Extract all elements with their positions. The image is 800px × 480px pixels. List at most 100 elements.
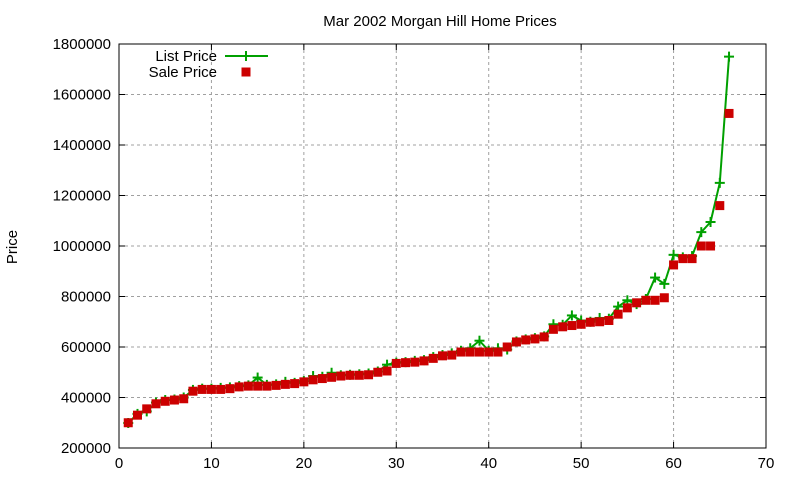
sale-price-point <box>493 347 503 357</box>
y-tick-label: 600000 <box>61 339 111 356</box>
list-price-point <box>650 272 661 283</box>
plot-frame <box>118 43 767 449</box>
sale-price-point <box>354 370 364 380</box>
sale-price-point <box>669 260 679 270</box>
sale-price-point <box>632 298 642 308</box>
list-price-line <box>127 56 731 424</box>
y-axis-label: Price <box>4 230 21 264</box>
sale-price-point <box>391 358 401 368</box>
sale-price-point <box>336 371 346 381</box>
sale-price-point <box>419 356 429 366</box>
sale-price-point <box>724 108 734 118</box>
sale-price-point <box>253 381 263 391</box>
sale-price-point <box>613 309 623 319</box>
sale-price-point <box>706 241 716 251</box>
list-price-point <box>705 217 716 228</box>
y-tick-label: 1800000 <box>53 36 111 53</box>
sale-price-point <box>225 384 235 394</box>
sale-price-point <box>308 375 318 385</box>
sale-price-point <box>438 351 447 361</box>
legend-label-list-price: List Price <box>155 48 217 65</box>
list-price-point <box>474 335 485 346</box>
sale-price-point <box>206 384 216 394</box>
x-tick-label: 60 <box>665 455 682 472</box>
sale-price-point <box>558 322 568 332</box>
list-price-point <box>566 310 577 321</box>
legend-marker-sale-price <box>241 67 251 77</box>
sale-price-point <box>659 293 669 303</box>
list-price-point <box>714 177 725 188</box>
sale-price-point <box>585 317 595 327</box>
x-tick-label: 50 <box>573 455 590 472</box>
sale-price-point <box>123 418 133 428</box>
y-tick-label: 400000 <box>61 390 111 407</box>
sale-price-point <box>188 386 198 396</box>
sale-price-point <box>299 377 309 387</box>
sale-price-point <box>641 295 651 305</box>
sale-price-point <box>142 404 152 414</box>
x-tick-label: 10 <box>203 455 220 472</box>
y-tick-label: 200000 <box>61 440 111 457</box>
y-tick-label: 1400000 <box>53 137 111 154</box>
sale-price-point <box>539 332 549 342</box>
sale-price-point <box>687 254 697 264</box>
legend-label-sale-price: Sale Price <box>149 64 217 81</box>
legend-marker-list-price <box>241 51 251 61</box>
sale-price-point <box>650 295 660 305</box>
list-price-point <box>696 227 707 238</box>
sale-price-point <box>373 367 383 377</box>
sale-price-point <box>179 394 189 404</box>
sale-price-point <box>548 324 558 334</box>
list-price-point <box>252 372 263 383</box>
sale-price-point <box>160 396 170 406</box>
sale-price-point <box>456 347 466 357</box>
sale-price-point <box>502 342 512 352</box>
list-price-point <box>668 249 679 260</box>
sale-price-point <box>567 321 577 331</box>
sale-price-point <box>132 410 142 420</box>
sale-price-point <box>474 347 484 357</box>
sale-price-point <box>511 337 521 347</box>
x-tick-label: 30 <box>388 455 405 472</box>
chart-title: Mar 2002 Morgan Hill Home Prices <box>323 13 556 30</box>
sale-price-point <box>696 241 706 251</box>
y-tick-label: 800000 <box>61 289 111 306</box>
sale-price-point <box>604 315 614 325</box>
sale-price-point <box>290 379 300 389</box>
legend: List Price Sale Price <box>149 48 268 81</box>
sale-price-point <box>447 350 457 360</box>
sale-price-point <box>234 382 244 392</box>
sale-price-point <box>622 303 632 313</box>
x-tick-label: 0 <box>115 455 123 472</box>
sale-price-point <box>715 201 725 211</box>
x-tick-label: 20 <box>296 455 313 472</box>
x-tick-label: 40 <box>480 455 497 472</box>
y-tick-label: 1200000 <box>53 188 111 205</box>
sale-price-point <box>382 366 392 376</box>
axes: 0 10 20 30 40 50 60 70 200000 400000 600000 800000 1… <box>53 36 775 472</box>
sale-price-point <box>151 399 161 409</box>
x-tick-label: 70 <box>758 455 775 472</box>
sale-price-point <box>410 357 420 367</box>
sale-price-point <box>678 254 688 264</box>
sale-price-point <box>521 335 531 345</box>
sale-price-point <box>271 380 281 390</box>
sale-price-point <box>401 358 411 368</box>
sale-price-point <box>280 379 290 389</box>
sale-price-point <box>345 370 355 380</box>
sale-price-point <box>243 381 253 391</box>
sale-price-point <box>465 347 475 357</box>
sale-price-point <box>428 353 438 363</box>
sale-price-point <box>216 384 226 394</box>
series-layer <box>123 51 735 429</box>
sale-price-point <box>327 372 337 382</box>
sale-price-point <box>530 334 540 344</box>
list-price-point <box>724 51 735 62</box>
sale-price-point <box>595 317 605 327</box>
sale-price-point <box>169 395 179 405</box>
sale-price-point <box>262 381 272 391</box>
sale-price-point <box>364 370 374 380</box>
sale-price-point <box>197 384 207 394</box>
sale-price-point <box>317 374 327 384</box>
